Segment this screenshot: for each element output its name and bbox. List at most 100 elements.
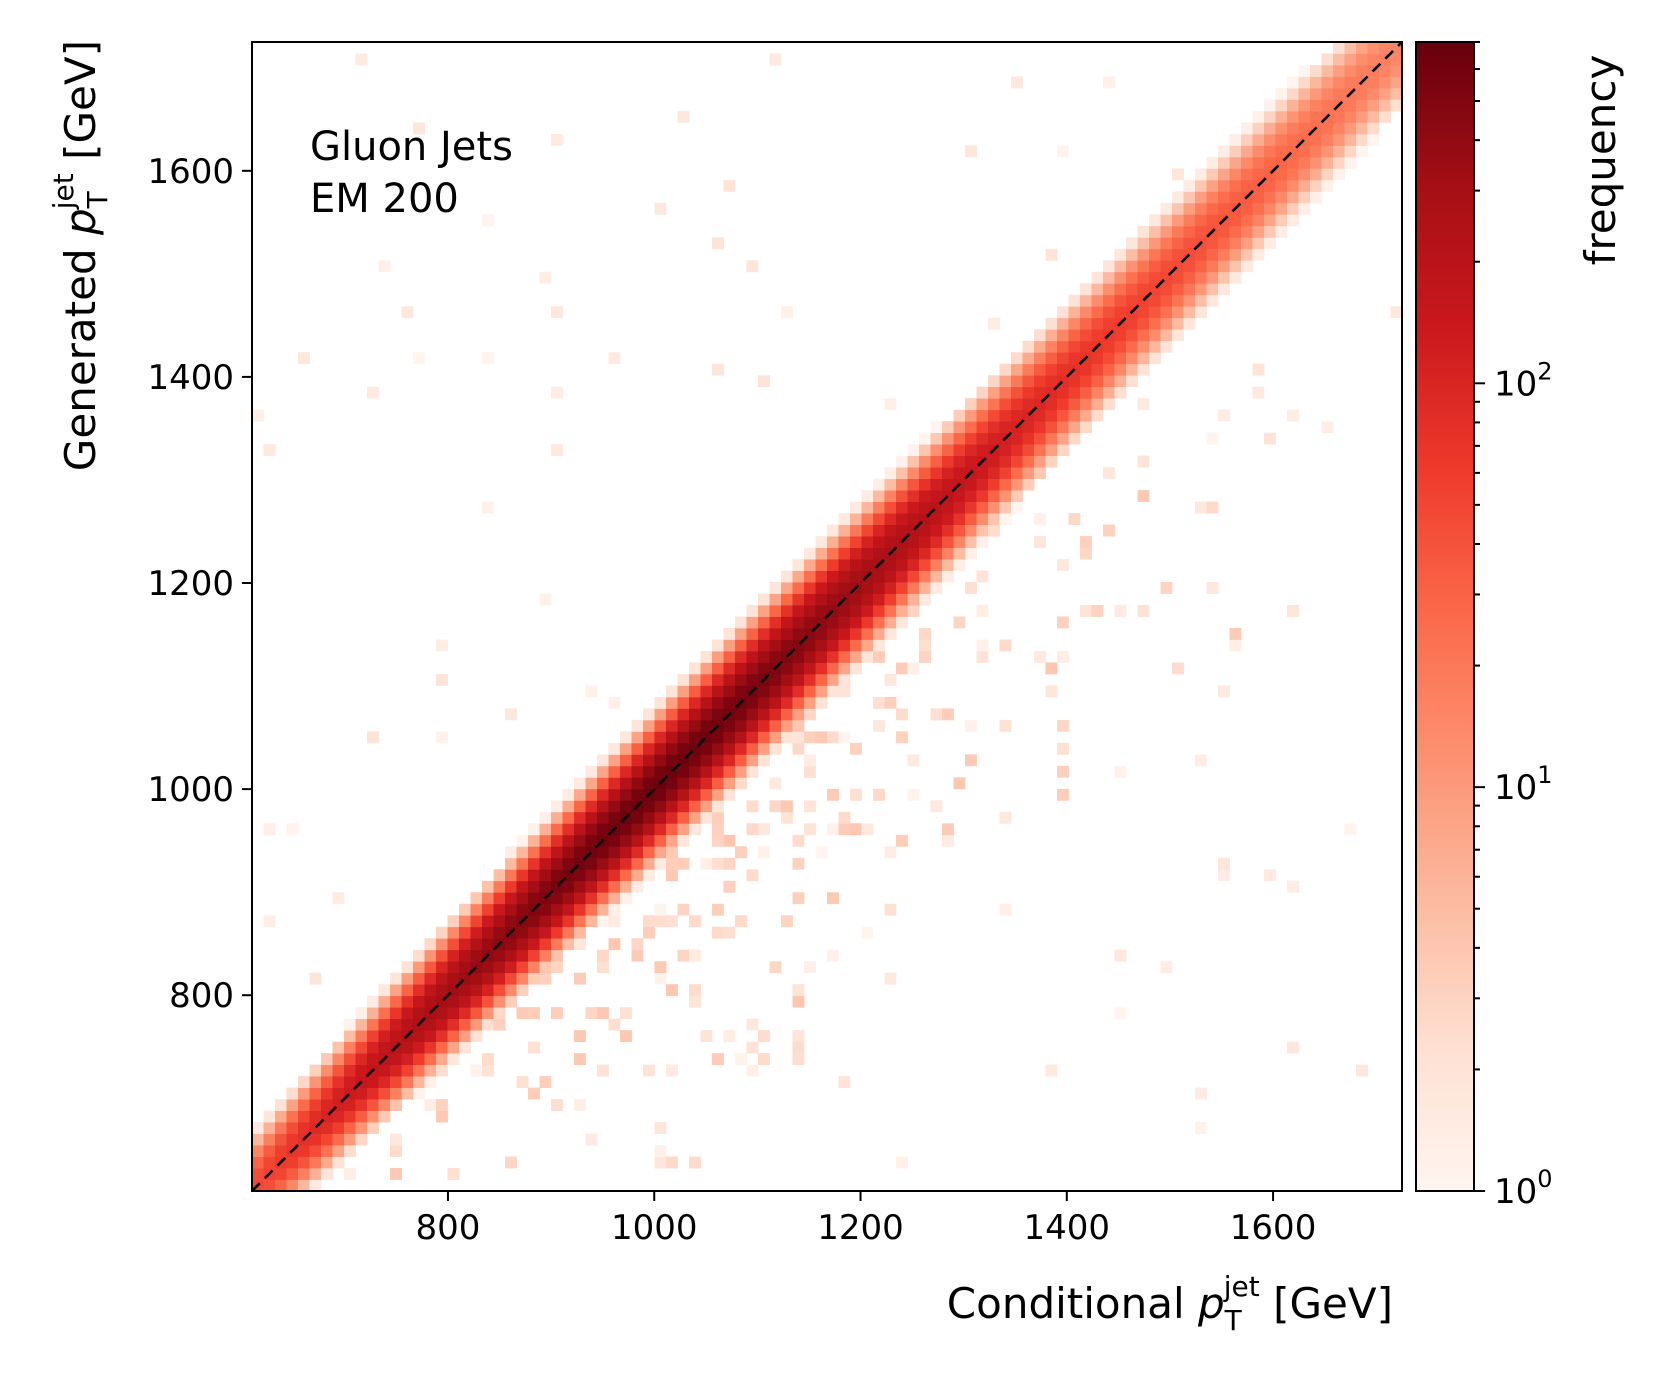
heatmap-cell: [1114, 949, 1127, 962]
heatmap-cell: [1321, 179, 1334, 192]
heatmap-cell: [1045, 363, 1058, 376]
heatmap-cell: [1252, 122, 1265, 135]
heatmap-cell: [620, 846, 632, 859]
heatmap-cell: [516, 1076, 529, 1088]
heatmap-cell: [758, 685, 770, 698]
heatmap-cell: [677, 685, 690, 698]
heatmap-cell: [666, 984, 678, 997]
heatmap-cell: [700, 696, 713, 709]
heatmap-cell: [1045, 386, 1058, 399]
heatmap-cell: [344, 1018, 356, 1031]
heatmap-cell: [919, 478, 931, 491]
heatmap-cell: [574, 800, 586, 813]
heatmap-cell: [1287, 145, 1299, 158]
heatmap-cell: [930, 582, 943, 594]
heatmap-cell: [689, 995, 701, 1008]
heatmap-cell: [367, 1087, 379, 1100]
heatmap-cell: [999, 811, 1012, 824]
heatmap-cell: [1275, 133, 1288, 146]
heatmap-cell: [804, 582, 816, 594]
heatmap-cell: [1114, 340, 1127, 353]
heatmap-cell: [298, 1156, 310, 1169]
heatmap-cell: [1045, 444, 1058, 457]
heatmap-cell: [275, 1145, 287, 1157]
heatmap-cell: [896, 570, 908, 583]
heatmap-cell: [608, 869, 621, 882]
heatmap-cell: [999, 455, 1012, 468]
heatmap-cell: [746, 765, 759, 778]
heatmap-cell: [597, 754, 609, 767]
heatmap-cell: [643, 811, 655, 824]
heatmap-cell: [942, 490, 954, 502]
heatmap-cell: [723, 926, 736, 939]
heatmap-cell: [804, 685, 816, 698]
heatmap-cell: [781, 685, 793, 698]
heatmap-cell: [390, 1030, 402, 1043]
heatmap-cell: [378, 1030, 391, 1043]
heatmap-cell: [942, 834, 954, 847]
heatmap-cell: [735, 616, 747, 629]
heatmap-cell: [999, 478, 1012, 491]
heatmap-cell: [1160, 260, 1173, 273]
heatmap-cell: [459, 926, 471, 939]
heatmap-cell: [1172, 191, 1184, 204]
heatmap-cell: [746, 823, 759, 836]
heatmap-cell: [1252, 168, 1265, 181]
heatmap-cell: [827, 547, 839, 560]
heatmap-cell: [1321, 122, 1334, 135]
heatmap-cell: [1114, 294, 1127, 307]
heatmap-cell: [953, 501, 966, 514]
heatmap-cell: [677, 673, 690, 686]
heatmap-cell: [470, 892, 483, 905]
heatmap-cell: [884, 513, 897, 525]
heatmap-cell: [585, 915, 598, 928]
heatmap-cell: [758, 616, 770, 629]
heatmap-cell: [1333, 53, 1345, 66]
heatmap-cell: [804, 547, 816, 560]
heatmap-cell: [263, 1133, 276, 1146]
heatmap-cell: [850, 570, 862, 583]
heatmap-cell: [286, 1179, 299, 1192]
heatmap-cell: [827, 582, 839, 594]
heatmap-cell: [965, 513, 977, 525]
heatmap-cell: [677, 834, 690, 847]
heatmap-cell: [1126, 340, 1138, 353]
heatmap-cell: [1091, 329, 1104, 342]
heatmap-cell: [447, 1018, 460, 1031]
heatmap-cell: [815, 616, 828, 629]
heatmap-cell: [1045, 340, 1058, 353]
heatmap-cell: [873, 788, 885, 801]
heatmap-cell: [263, 1122, 276, 1134]
heatmap-cell: [873, 605, 885, 617]
heatmap-cell: [1160, 248, 1173, 261]
heatmap-cell: [712, 685, 724, 698]
heatmap-cell: [873, 627, 885, 640]
heatmap-cell: [355, 1018, 368, 1031]
heatmap-cell: [309, 1179, 322, 1192]
heatmap-cell: [769, 627, 782, 640]
heatmap-cell: [930, 524, 943, 537]
heatmap-cell: [999, 513, 1012, 525]
heatmap-cell: [873, 524, 885, 537]
heatmap-cell: [930, 444, 943, 457]
heatmap-cell: [597, 777, 609, 790]
heatmap-cell: [1344, 145, 1357, 158]
heatmap-cell: [804, 616, 816, 629]
heatmap-cell: [1126, 271, 1138, 284]
heatmap-cell: [263, 1145, 276, 1157]
heatmap-cell: [1218, 145, 1230, 158]
heatmap-cell: [712, 639, 724, 652]
heatmap-cell: [470, 1018, 483, 1031]
heatmap-cell: [1252, 237, 1265, 250]
heatmap-cell: [585, 869, 598, 882]
heatmap-cell: [723, 754, 736, 767]
heatmap-cell: [1022, 386, 1035, 399]
heatmap-cell: [436, 984, 448, 997]
heatmap-cell: [1229, 237, 1242, 250]
heatmap-cell: [1057, 409, 1069, 422]
heatmap-cell: [1287, 110, 1299, 123]
heatmap-cell: [919, 650, 931, 663]
heatmap-cell: [1229, 145, 1242, 158]
heatmap-cell: [585, 1007, 598, 1020]
